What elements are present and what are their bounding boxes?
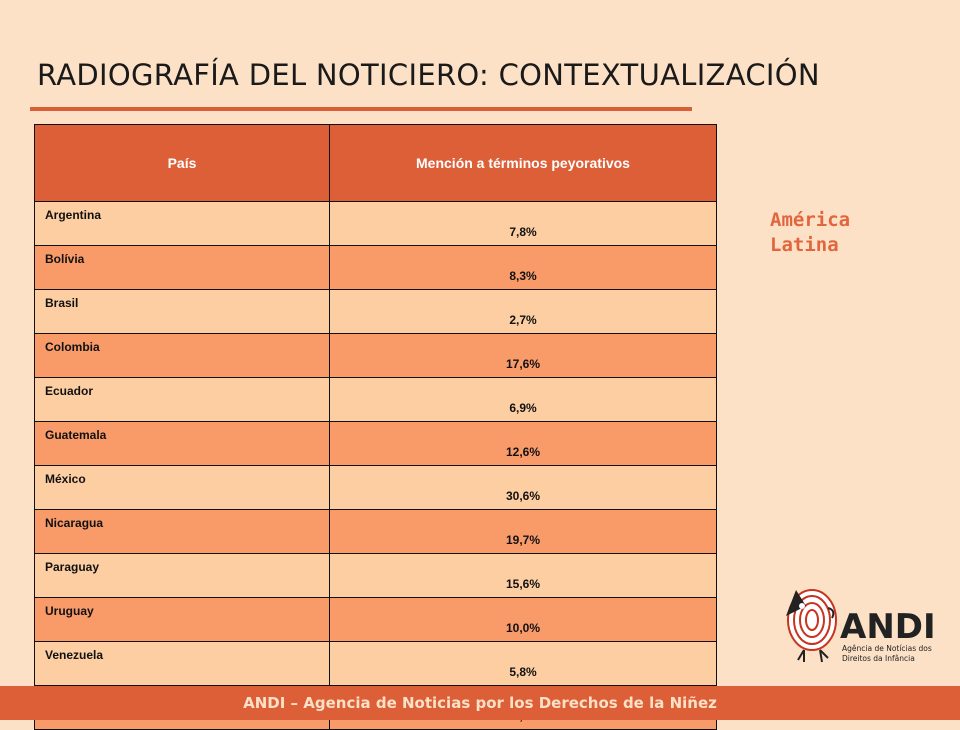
country-cell: Venezuela: [34, 641, 330, 686]
country-cell: Colombia: [34, 333, 330, 378]
country-cell: Guatemala: [34, 421, 330, 466]
thumbprint-bird-icon: [786, 589, 837, 663]
value-cell: 2,7%: [329, 289, 717, 334]
table-row: Argentina 7,8%: [34, 201, 717, 246]
footer-text: ANDI – Agencia de Noticias por los Derec…: [243, 694, 717, 712]
country-cell: Ecuador: [34, 377, 330, 422]
value-cell: 7,8%: [329, 201, 717, 246]
table-row: Paraguay 15,6%: [34, 553, 717, 598]
value-cell: 5,8%: [329, 641, 717, 686]
table-row: Ecuador 6,9%: [34, 377, 717, 422]
value-cell: 12,6%: [329, 421, 717, 466]
region-label-line1: América: [770, 209, 851, 231]
country-cell: Argentina: [34, 201, 330, 246]
table-row: Nicaragua 19,7%: [34, 509, 717, 554]
value-cell: 10,0%: [329, 597, 717, 642]
table-row: Colombia 17,6%: [34, 333, 717, 378]
value-cell: 6,9%: [329, 377, 717, 422]
value-cell: 19,7%: [329, 509, 717, 554]
country-cell: Brasil: [34, 289, 330, 334]
value-cell: 30,6%: [329, 465, 717, 510]
table-row: Guatemala 12,6%: [34, 421, 717, 466]
header-mention: Mención a términos peyorativos: [329, 124, 717, 202]
logo-wordmark: ANDI: [840, 607, 936, 647]
value-cell: 15,6%: [329, 553, 717, 598]
table-row: Bolívia 8,3%: [34, 245, 717, 290]
table-row: México 30,6%: [34, 465, 717, 510]
slide-title: RADIOGRAFÍA DEL NOTICIERO: CONTEXTUALIZA…: [37, 58, 820, 92]
region-label-line2: Latina: [770, 234, 839, 256]
country-cell: México: [34, 465, 330, 510]
data-table: País Mención a términos peyorativos Arge…: [34, 124, 717, 730]
value-cell: 17,6%: [329, 333, 717, 378]
andi-logo: ANDI Agência de Notícias dos Direitos da…: [786, 589, 936, 663]
header-country: País: [34, 124, 330, 202]
region-label: América Latina: [770, 208, 850, 258]
logo-tagline-1: Agência de Notícias dos: [842, 644, 932, 653]
country-cell: Nicaragua: [34, 509, 330, 554]
table-row: Venezuela 5,8%: [34, 641, 717, 686]
table-header-row: País Mención a términos peyorativos: [34, 124, 717, 202]
country-cell: Uruguay: [34, 597, 330, 642]
logo-tagline-2: Direitos da Infância: [842, 654, 915, 663]
title-underline: [30, 107, 692, 111]
table-row: Brasil 2,7%: [34, 289, 717, 334]
table-row: Uruguay 10,0%: [34, 597, 717, 642]
footer-bar: ANDI – Agencia de Noticias por los Derec…: [0, 686, 960, 720]
country-cell: Bolívia: [34, 245, 330, 290]
country-cell: Paraguay: [34, 553, 330, 598]
value-cell: 8,3%: [329, 245, 717, 290]
